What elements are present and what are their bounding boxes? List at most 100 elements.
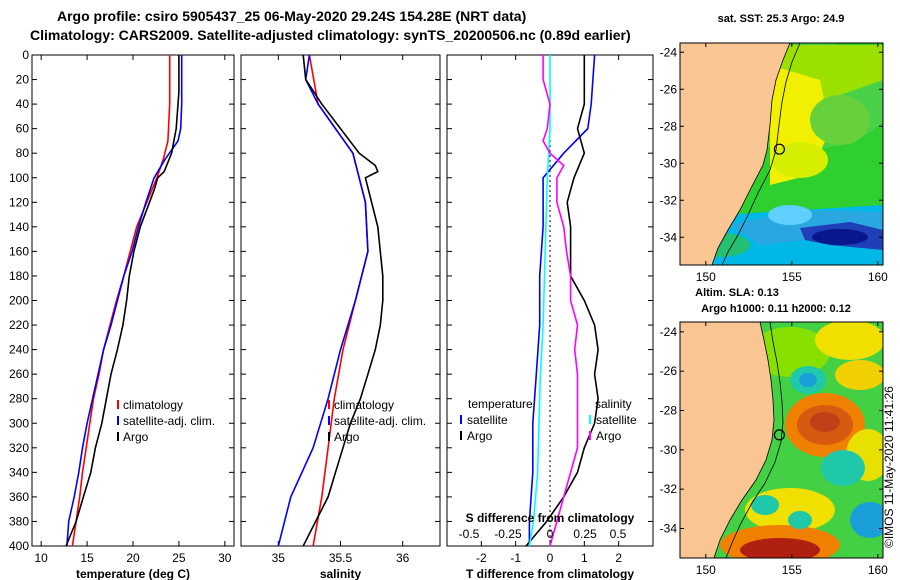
- temp-xtick-label: 20: [126, 551, 140, 565]
- legend-salinity-title: salinity: [595, 397, 632, 411]
- temperature-panel: 0 20 40 60 80 100 120 140 160 180 200 220 240 260 280 3…: [9, 48, 235, 580]
- depth-tick-label: 160: [9, 244, 29, 258]
- depth-tick-label: 400: [9, 539, 29, 553]
- imos-timestamp: ©IMOS 11-May-2020 11:41:26: [882, 386, 896, 548]
- depth-tick-label: 40: [16, 97, 30, 111]
- depth-tick-label: 240: [9, 343, 29, 357]
- sst-map-field: [680, 43, 883, 265]
- temp-xtick-label: 25: [172, 551, 186, 565]
- title-line-2: Climatology: CARS2009. Satellite-adjuste…: [30, 27, 631, 43]
- sla-lon-label: 150: [696, 563, 716, 577]
- sst-map-ticks: -24 -26 -28 -30 -32 -34 150 155 160: [660, 43, 888, 284]
- diff-series-salinity-satellite: [528, 55, 551, 547]
- depth-tick-label: 0: [22, 48, 29, 62]
- sst-lat-label: -32: [660, 193, 678, 207]
- diff-top-tick-label: -0.5: [459, 527, 480, 541]
- salinity-panel: 35 35.5 36 salinity climatology satellite-adj…: [240, 54, 441, 580]
- legend-temperature-title: temperature: [468, 397, 533, 411]
- depth-tick-label: 280: [9, 392, 29, 406]
- depth-tick-label: 20: [16, 73, 30, 87]
- depth-tick-label: 300: [9, 416, 29, 430]
- sst-lat-label: -30: [660, 156, 678, 170]
- temp-series-climatology: [71, 55, 171, 547]
- sla-map-field: [680, 322, 883, 558]
- sst-lat-label: -34: [660, 230, 678, 244]
- sal-legend-label: Argo: [334, 430, 360, 444]
- sst-lat-label: -28: [660, 119, 678, 133]
- sla-lat-label: -24: [660, 325, 678, 339]
- sal-legend-label: climatology: [334, 398, 394, 412]
- diff-xtick-label: 2: [615, 551, 622, 565]
- sla-lat-label: -26: [660, 364, 678, 378]
- diff-series-salinity-argo: [542, 55, 579, 547]
- sla-map-title: Altim. SLA: 0.13: [695, 287, 779, 299]
- sla-lat-label: -30: [660, 443, 678, 457]
- diff-legend-label: Argo: [596, 429, 622, 443]
- sla-map-subtitle: Argo h1000: 0.11 h2000: 0.12: [701, 303, 851, 315]
- sst-lon-label: 150: [696, 270, 716, 284]
- sal-xlabel: salinity: [320, 567, 362, 580]
- temp-legend-label: Argo: [123, 430, 149, 444]
- sla-map-ticks: -24 -26 -28 -30 -32 -34 150 155 160: [660, 322, 888, 577]
- sla-lat-label: -28: [660, 404, 678, 418]
- sst-lon-label: 160: [868, 270, 888, 284]
- diff-series-temperature-satellite: [528, 54, 596, 546]
- temp-xlabel: temperature (deg C): [76, 567, 190, 580]
- temp-series-argo: [65, 55, 180, 547]
- diff-xtick-label: 0: [547, 551, 554, 565]
- difference-panel: -2 -1 0 1 2 T difference from climatology temp…: [446, 54, 654, 580]
- sst-map-frame: [679, 42, 884, 266]
- depth-tick-label: 120: [9, 195, 29, 209]
- diff-legend-label: satellite: [596, 413, 637, 427]
- depth-tick-label: 60: [16, 122, 30, 136]
- depth-tick-label: 180: [9, 269, 29, 283]
- depth-tick-label: 140: [9, 220, 29, 234]
- diff-top-tick-label: 0: [547, 527, 554, 541]
- sal-series-climatology: [308, 54, 369, 547]
- diff-xtick-label: 1: [581, 551, 588, 565]
- temp-legend-label: climatology: [123, 398, 183, 412]
- sla-lat-label: -32: [660, 482, 678, 496]
- sst-lat-label: -26: [660, 82, 678, 96]
- temp-xtick-label: 15: [80, 551, 94, 565]
- sla-argo-marker: [773, 429, 786, 441]
- sst-lon-label: 155: [782, 270, 802, 284]
- diff-legend-label: satellite: [467, 413, 508, 427]
- sla-lon-label: 155: [782, 563, 802, 577]
- diff-top-tick-label: 0.25: [573, 527, 597, 541]
- sst-argo-marker: [773, 143, 786, 155]
- depth-tick-label: 320: [9, 441, 29, 455]
- diff-legend-label: Argo: [467, 429, 493, 443]
- depth-tick-label: 260: [9, 367, 29, 381]
- depth-tick-label: 80: [16, 146, 30, 160]
- diff-series-temperature-argo: [525, 55, 599, 547]
- sal-xtick-label: 36: [396, 551, 410, 565]
- temp-frame: [31, 54, 235, 547]
- diff-top-tick-label: -0.25: [494, 527, 522, 541]
- diff-top-tick-label: 0.5: [610, 527, 627, 541]
- sal-legend-label: satellite-adj. clim.: [334, 414, 426, 428]
- sst-map-title: sat. SST: 25.3 Argo: 24.9: [718, 13, 845, 25]
- depth-tick-label: 340: [9, 465, 29, 479]
- title-line-1: Argo profile: csiro 5905437_25 06-May-20…: [57, 8, 526, 24]
- sal-series-argo: [302, 54, 384, 547]
- depth-tick-label: 200: [9, 294, 29, 308]
- sla-lon-label: 160: [868, 563, 888, 577]
- sal-series-satellite-adj-clim-: [277, 54, 369, 547]
- temp-series-satellite-adj-clim-: [66, 55, 183, 547]
- temp-xtick-label: 10: [35, 551, 49, 565]
- sal-xtick-label: 35: [272, 551, 286, 565]
- depth-tick-label: 380: [9, 514, 29, 528]
- depth-tick-label: 220: [9, 318, 29, 332]
- sst-lat-label: -24: [660, 45, 678, 59]
- temp-xtick-label: 30: [218, 551, 232, 565]
- sal-xtick-label: 35.5: [329, 551, 353, 565]
- diff-xlabel-top: S difference from climatology: [466, 511, 635, 525]
- diff-xtick-label: -1: [510, 551, 521, 565]
- temp-legend-label: satellite-adj. clim.: [123, 414, 215, 428]
- diff-xlabel: T difference from climatology: [466, 567, 634, 580]
- sla-lat-label: -34: [660, 522, 678, 536]
- depth-tick-label: 360: [9, 490, 29, 504]
- depth-tick-label: 100: [9, 171, 29, 185]
